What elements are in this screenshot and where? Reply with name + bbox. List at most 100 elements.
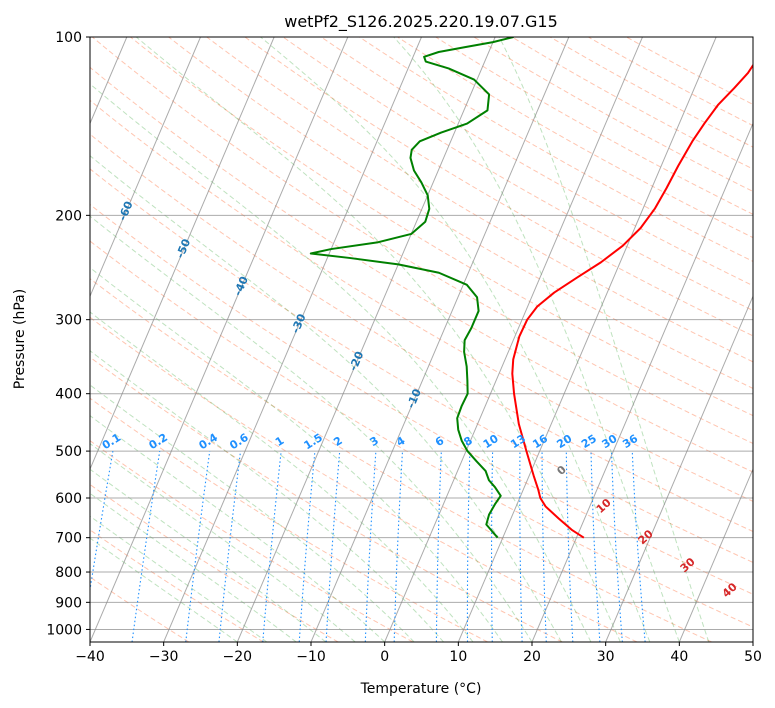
- dry-adiabat: [244, 37, 753, 337]
- x-tick-label: −10: [296, 649, 326, 665]
- mixing-ratio-label: 36: [620, 432, 640, 451]
- isotherm-line: [678, 467, 753, 642]
- y-tick-label: 400: [55, 387, 82, 403]
- dry-adiabat: [320, 37, 753, 287]
- dry-adiabat: [90, 66, 753, 473]
- isotherm-label: -30: [289, 312, 309, 336]
- dry-adiabat: [90, 483, 339, 642]
- moist-adiabat: [90, 515, 268, 642]
- dry-adiabat: [91, 37, 753, 445]
- x-tick-label: 20: [523, 649, 541, 665]
- isotherm-line: [457, 37, 717, 642]
- y-tick-label: 200: [55, 208, 82, 224]
- dry-adiabat: [90, 168, 753, 563]
- temperature-profile-line: [511, 63, 753, 539]
- mixing-ratio-line: [218, 451, 242, 642]
- isotherm-line: [531, 122, 753, 642]
- moist-adiabat: [393, 37, 680, 642]
- mixing-ratio-line: [565, 451, 574, 642]
- mixing-ratio-label: 3: [368, 434, 381, 449]
- mixing-ratio-line: [435, 451, 442, 642]
- mixing-ratio-line: [364, 451, 377, 642]
- dry-adiabat: [90, 576, 190, 642]
- moist-adiabat: [90, 311, 474, 642]
- sounding-series: [309, 37, 753, 539]
- dry-adiabats: [90, 37, 753, 642]
- isotherm-label: -20: [347, 349, 367, 373]
- dry-adiabat: [435, 37, 753, 215]
- dry-adiabat: [168, 37, 753, 389]
- moist-adiabat: [90, 492, 297, 642]
- isotherm-label: -80: [1, 124, 21, 148]
- mixing-ratio-line: [466, 451, 471, 642]
- moist-adiabat: [90, 155, 562, 642]
- mixing-ratio-line: [185, 451, 211, 642]
- dry-adiabat: [90, 316, 638, 642]
- mixing-ratio-label: 2: [331, 434, 344, 449]
- adiabat-label: 40: [720, 580, 740, 600]
- isotherm-line: [236, 37, 496, 642]
- y-tick-label: 300: [55, 313, 82, 329]
- chart-title: wetPf2_S126.2025.220.19.07.G15: [284, 12, 558, 32]
- mixing-ratio-label: 1: [273, 434, 286, 449]
- plot-frame: [89, 36, 754, 643]
- reference-line-labels: -100-90-80-70-60-50-40-30-20-100.10.20.4…: [1, 124, 740, 600]
- moist-adiabat: [135, 37, 621, 642]
- moist-adiabat: [498, 37, 710, 642]
- dry-adiabat: [90, 203, 753, 595]
- skewed-isotherms: [90, 37, 753, 642]
- isotherm-line: [90, 37, 349, 642]
- adiabat-label: 10: [594, 496, 614, 516]
- mixing-ratio-label: 0.6: [227, 431, 251, 453]
- dry-adiabat: [90, 440, 414, 642]
- moist-adiabat: [90, 468, 327, 642]
- isotherm-line: [752, 640, 753, 642]
- y-axis-ticks: 100 200 300 400 500 600 700 800 900 1000: [46, 30, 90, 638]
- mixing-ratio-label: 6: [433, 434, 447, 449]
- mixing-ratio-line: [590, 451, 601, 642]
- y-axis-label: Pressure (hPa): [12, 289, 28, 389]
- isotherm-label: -40: [231, 274, 251, 298]
- x-axis-ticks: −40 −30 −20 −10 0 10 20 30 40 50: [75, 642, 762, 665]
- mixing-ratio-lines: [90, 451, 646, 642]
- isotherm-label: -70: [58, 162, 78, 186]
- x-tick-label: 0: [380, 649, 389, 665]
- dry-adiabat: [549, 37, 753, 148]
- mixing-ratio-line: [298, 451, 316, 642]
- moist-adiabat: [90, 267, 503, 642]
- dry-adiabat: [511, 37, 753, 170]
- dry-adiabat: [90, 240, 753, 628]
- moist-adiabat: [90, 83, 592, 642]
- mixing-ratio-line: [491, 451, 494, 642]
- isotherm-line: [90, 37, 201, 298]
- moist-adiabat: [90, 415, 386, 642]
- isotherm-line: [384, 37, 643, 642]
- isotherm-label: -50: [174, 237, 194, 261]
- y-tick-label: 1000: [46, 622, 82, 638]
- mixing-ratio-label: 1.5: [302, 431, 325, 452]
- x-tick-label: 10: [449, 649, 467, 665]
- y-tick-label: 500: [55, 444, 82, 460]
- x-tick-label: 30: [597, 649, 615, 665]
- y-tick-label: 100: [55, 30, 82, 46]
- x-tick-label: −30: [149, 649, 179, 665]
- dry-adiabat: [90, 278, 712, 642]
- x-axis-label: Temperature (°C): [360, 681, 482, 697]
- isotherm-line: [310, 37, 570, 642]
- moist-adiabat: [90, 350, 444, 642]
- x-tick-label: −40: [75, 649, 105, 665]
- mixing-ratio-line: [262, 451, 282, 642]
- mixing-ratio-label: 0.1: [100, 431, 123, 452]
- mixing-ratio-label: 16: [530, 432, 550, 451]
- moist-adiabats: [90, 37, 710, 642]
- isotherm-label: -60: [116, 199, 136, 223]
- moist-adiabat: [90, 537, 238, 642]
- dry-adiabat: [206, 37, 753, 363]
- mixing-ratio-label: 0.2: [147, 431, 170, 452]
- dry-adiabat: [588, 37, 753, 127]
- dry-adiabat: [359, 37, 753, 262]
- dry-adiabat: [90, 133, 753, 533]
- x-tick-label: −20: [223, 649, 253, 665]
- dry-adiabat: [90, 356, 563, 642]
